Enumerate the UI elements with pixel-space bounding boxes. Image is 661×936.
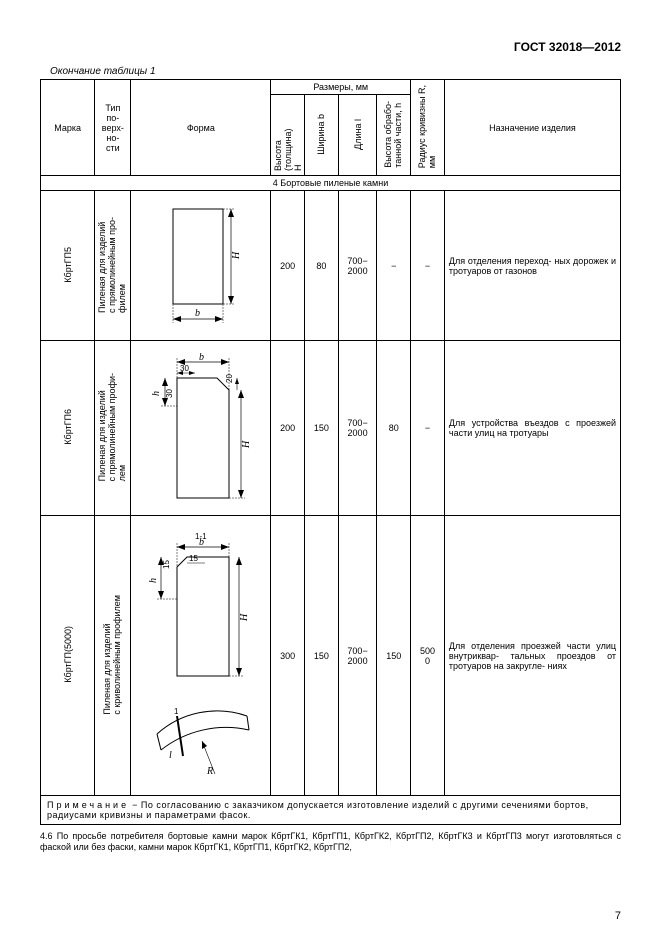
cell-l: 700− 2000: [338, 341, 377, 516]
svg-text:H: H: [239, 613, 250, 622]
forma-diagram-top: 1-1 b 15 15: [147, 531, 255, 686]
cell-h: −: [377, 191, 411, 341]
cell-marka: КбртГП(5000): [41, 516, 95, 796]
forma-diagram: b 30 20: [147, 348, 255, 508]
cell-l: 700− 2000: [338, 516, 377, 796]
cell-R: −: [411, 341, 445, 516]
cell-b: 150: [305, 516, 339, 796]
col-marka: Марка: [41, 80, 95, 176]
table-caption: Окончание таблицы 1: [40, 66, 621, 77]
cell-h: 80: [377, 341, 411, 516]
cell-marka: КбртГП5: [41, 191, 95, 341]
cell-tip: Пиленая для изделий с прямолинейным проф…: [95, 341, 131, 516]
cell-marka: КбртГП6: [41, 341, 95, 516]
table-body: 4 Бортовые пиленые камни КбртГП5 Пиленая…: [41, 176, 621, 825]
cell-purpose: Для отделения переход- ных дорожек и тро…: [444, 191, 620, 341]
page: ГОСТ 32018—2012 Окончание таблицы 1 Марк…: [0, 0, 661, 936]
cell-purpose: Для устройства въездов с проезжей части …: [444, 341, 620, 516]
main-table: Марка Тип по- верх- но- сти Форма Размер…: [40, 79, 621, 825]
col-tip: Тип по- верх- но- сти: [95, 80, 131, 176]
svg-text:l: l: [169, 750, 172, 761]
forma-diagram-arc: 1 l R: [147, 686, 255, 781]
cell-H: 200: [271, 341, 305, 516]
cell-h: 150: [377, 516, 411, 796]
svg-text:H: H: [241, 440, 252, 449]
section-title: 4 Бортовые пиленые камни: [41, 176, 621, 191]
section-row: 4 Бортовые пиленые камни: [41, 176, 621, 191]
svg-text:R: R: [206, 766, 213, 777]
note-text: − По согласованию с заказчиком допускает…: [47, 800, 589, 820]
svg-text:b: b: [195, 308, 200, 319]
cell-forma: b 30 20: [131, 341, 271, 516]
footer-paragraph: 4.6 По просьбе потребителя бортовые камн…: [40, 831, 621, 854]
table-row: КбртГП(5000) Пиленая для изделий с криво…: [41, 516, 621, 796]
forma-diagram: H b: [151, 201, 251, 331]
note-label: Примечание: [47, 800, 129, 810]
svg-text:20: 20: [225, 374, 234, 383]
svg-text:15: 15: [189, 554, 198, 563]
cell-H: 200: [271, 191, 305, 341]
col-H: Высота (толщина) H: [271, 95, 305, 176]
col-l: Длина l: [338, 95, 377, 176]
cell-l: 700− 2000: [338, 191, 377, 341]
svg-text:H: H: [231, 251, 242, 260]
svg-text:h: h: [148, 578, 159, 583]
cell-H: 300: [271, 516, 305, 796]
note-cell: Примечание − По согласованию с заказчико…: [41, 796, 621, 825]
cell-forma: H b: [131, 191, 271, 341]
cell-forma: 1-1 b 15 15: [131, 516, 271, 796]
page-number: 7: [615, 910, 621, 922]
cell-purpose: Для отделения проезжей части улиц внутри…: [444, 516, 620, 796]
table-row: КбртГП5 Пиленая для изделий с прямолиней…: [41, 191, 621, 341]
col-razmery: Размеры, мм: [271, 80, 411, 95]
table-head: Марка Тип по- верх- но- сти Форма Размер…: [41, 80, 621, 176]
svg-text:30: 30: [165, 389, 174, 398]
cell-R: 500 0: [411, 516, 445, 796]
svg-text:1: 1: [174, 707, 179, 716]
col-b: Ширина b: [305, 95, 339, 176]
col-nazn: Назначение изделия: [444, 80, 620, 176]
cell-b: 150: [305, 341, 339, 516]
svg-text:b: b: [199, 352, 204, 363]
standard-code: ГОСТ 32018—2012: [40, 40, 621, 54]
svg-text:h: h: [151, 391, 162, 396]
cell-tip: Пиленая для изделий с криволинейным проф…: [95, 516, 131, 796]
cell-R: −: [411, 191, 445, 341]
cell-b: 80: [305, 191, 339, 341]
svg-text:30: 30: [180, 364, 189, 373]
cell-tip: Пиленая для изделий с прямолинейным про-…: [95, 191, 131, 341]
table-row: КбртГП6 Пиленая для изделий с прямолиней…: [41, 341, 621, 516]
col-radius: Радиус кривизны R, мм: [411, 80, 445, 176]
svg-text:b: b: [199, 537, 204, 548]
col-forma: Форма: [131, 80, 271, 176]
note-row: Примечание − По согласованию с заказчико…: [41, 796, 621, 825]
col-hobr: Высота обрабо- танной части, h: [377, 95, 411, 176]
